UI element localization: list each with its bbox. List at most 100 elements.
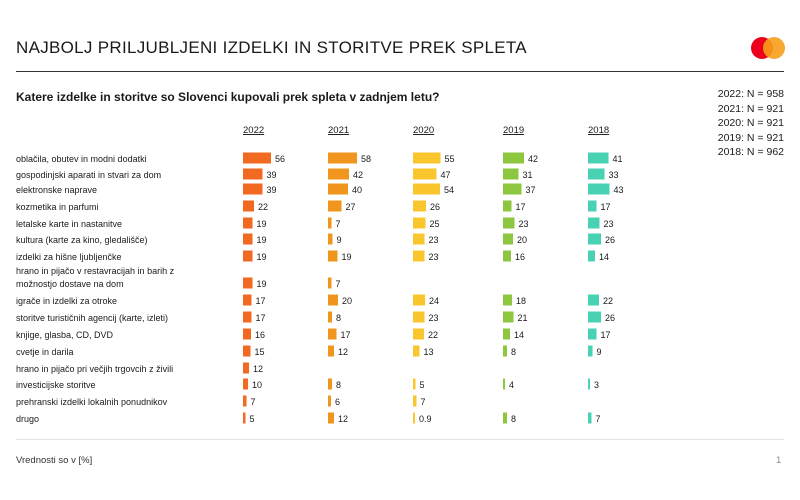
category-label: kultura (karte za kino, gledališče) [16, 235, 148, 245]
bar-2020 [413, 311, 425, 323]
footer-note: Vrednosti so v [%] [16, 455, 93, 466]
bar-2022 [243, 217, 253, 229]
bar-2019 [503, 168, 519, 180]
bar-2022 [243, 200, 254, 212]
category-label: elektronske naprave [16, 185, 97, 195]
bar-2020 [413, 200, 426, 212]
category-label: cvetje in darila [16, 347, 74, 357]
survey-question: Katere izdelke in storitve so Slovenci k… [16, 90, 440, 104]
value-label-2022: 12 [253, 364, 263, 374]
value-label-2022: 39 [267, 185, 277, 195]
bar-2019 [503, 217, 515, 229]
value-label-2019: 18 [516, 296, 526, 306]
value-label-2022: 7 [251, 397, 256, 407]
bar-2020 [413, 233, 425, 245]
value-label-2018: 33 [609, 170, 619, 180]
category-label: izdelki za hišne ljubljenčke [16, 252, 122, 262]
bar-2021 [328, 294, 338, 306]
bar-2022 [243, 378, 248, 390]
bar-2019 [503, 233, 513, 245]
bar-2019 [503, 200, 512, 212]
value-label-2019: 14 [514, 330, 524, 340]
value-label-2020: 24 [429, 296, 439, 306]
value-label-2020: 13 [424, 347, 434, 357]
year-header-2022: 2022 [243, 125, 264, 136]
value-label-2022: 39 [267, 170, 277, 180]
bar-2020 [413, 412, 415, 424]
value-label-2021: 8 [336, 380, 341, 390]
value-label-2019: 21 [518, 313, 528, 323]
value-label-2020: 26 [430, 202, 440, 212]
value-label-2020: 54 [444, 185, 454, 195]
bar-2022 [243, 152, 271, 164]
bar-2021 [328, 250, 338, 262]
bar-2019 [503, 378, 505, 390]
bar-2019 [503, 250, 511, 262]
year-header-2019: 2019 [503, 125, 524, 136]
sample-size-2020: 2020: N = 921 [717, 117, 784, 130]
category-label: investicijske storitve [16, 380, 96, 390]
bar-2020 [413, 378, 416, 390]
bar-2021 [328, 412, 334, 424]
bar-2021 [328, 311, 332, 323]
value-label-2018: 26 [605, 235, 615, 245]
bar-2022 [243, 277, 253, 289]
sample-size-2022: 2022: N = 958 [717, 88, 784, 100]
bar-2022 [243, 168, 263, 180]
value-label-2021: 19 [342, 252, 352, 262]
category-label: kozmetika in parfumi [16, 202, 99, 212]
bar-2019 [503, 345, 507, 357]
value-label-2018: 7 [596, 414, 601, 424]
value-label-2022: 19 [257, 279, 267, 289]
value-label-2018: 41 [613, 154, 623, 164]
value-label-2019: 23 [519, 219, 529, 229]
bar-2021 [328, 395, 331, 407]
value-label-2022: 5 [250, 414, 255, 424]
value-label-2020: 25 [430, 219, 440, 229]
value-label-2020: 7 [421, 397, 426, 407]
value-label-2020: 0.9 [419, 414, 432, 424]
bar-2021 [328, 200, 342, 212]
value-label-2021: 6 [335, 397, 340, 407]
bar-2018 [588, 345, 593, 357]
bar-2018 [588, 168, 605, 180]
bar-2020 [413, 294, 425, 306]
value-label-2019: 20 [517, 235, 527, 245]
bar-2022 [243, 362, 249, 374]
bar-2022 [243, 311, 252, 323]
category-label: gospodinjski aparati in stvari za dom [16, 170, 161, 180]
value-label-2019: 42 [528, 154, 538, 164]
value-label-2019: 8 [511, 347, 516, 357]
bar-2018 [588, 152, 609, 164]
bar-2021 [328, 378, 332, 390]
bar-2020 [413, 328, 424, 340]
bar-2021 [328, 183, 348, 195]
value-label-2020: 23 [429, 235, 439, 245]
category-label: prehranski izdelki lokalnih ponudnikov [16, 397, 168, 407]
logo-circle-right [763, 37, 785, 59]
value-label-2018: 3 [594, 380, 599, 390]
value-label-2019: 31 [523, 170, 533, 180]
value-label-2019: 17 [516, 202, 526, 212]
bar-2021 [328, 345, 334, 357]
category-label: igrače in izdelki za otroke [16, 296, 117, 306]
value-label-2022: 19 [257, 252, 267, 262]
value-label-2021: 27 [346, 202, 356, 212]
bar-2022 [243, 233, 253, 245]
value-label-2018: 23 [604, 219, 614, 229]
value-label-2020: 22 [428, 330, 438, 340]
value-label-2020: 55 [445, 154, 455, 164]
value-label-2019: 8 [511, 414, 516, 424]
value-label-2020: 23 [429, 252, 439, 262]
bar-2018 [588, 378, 590, 390]
bar-2020 [413, 395, 417, 407]
category-label: knjige, glasba, CD, DVD [16, 330, 114, 340]
bar-2021 [328, 328, 337, 340]
value-label-2020: 47 [441, 170, 451, 180]
value-label-2022: 17 [256, 296, 266, 306]
value-label-2021: 40 [352, 185, 362, 195]
value-label-2018: 17 [601, 202, 611, 212]
value-label-2018: 17 [601, 330, 611, 340]
bar-2021 [328, 277, 332, 289]
